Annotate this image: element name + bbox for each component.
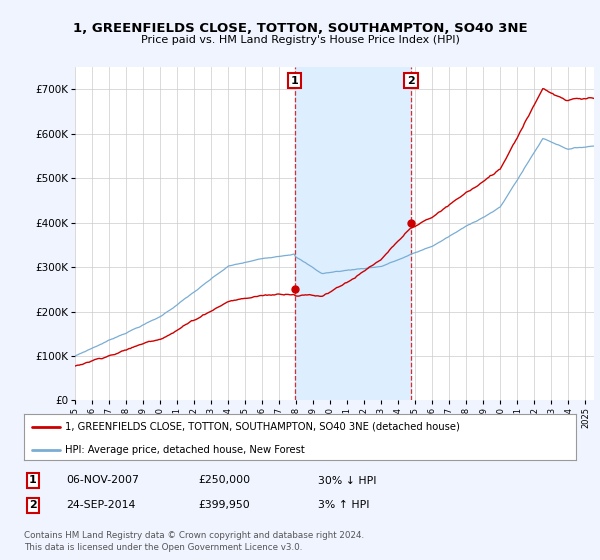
Text: 3% ↑ HPI: 3% ↑ HPI: [318, 500, 370, 510]
Text: 2: 2: [407, 76, 415, 86]
Bar: [295, 67, 411, 400]
Text: 1: 1: [29, 475, 37, 486]
Text: Contains HM Land Registry data © Crown copyright and database right 2024.: Contains HM Land Registry data © Crown c…: [24, 531, 364, 540]
Text: This data is licensed under the Open Government Licence v3.0.: This data is licensed under the Open Gov…: [24, 543, 302, 552]
Text: HPI: Average price, detached house, New Forest: HPI: Average price, detached house, New …: [65, 445, 305, 455]
Text: 06-NOV-2007: 06-NOV-2007: [66, 475, 139, 486]
Text: 30% ↓ HPI: 30% ↓ HPI: [318, 475, 377, 486]
Text: 2: 2: [29, 500, 37, 510]
Text: 1, GREENFIELDS CLOSE, TOTTON, SOUTHAMPTON, SO40 3NE: 1, GREENFIELDS CLOSE, TOTTON, SOUTHAMPTO…: [73, 22, 527, 35]
Text: £250,000: £250,000: [198, 475, 250, 486]
Text: 24-SEP-2014: 24-SEP-2014: [66, 500, 136, 510]
Text: 1: 1: [291, 76, 299, 86]
Text: Price paid vs. HM Land Registry's House Price Index (HPI): Price paid vs. HM Land Registry's House …: [140, 35, 460, 45]
Text: 1, GREENFIELDS CLOSE, TOTTON, SOUTHAMPTON, SO40 3NE (detached house): 1, GREENFIELDS CLOSE, TOTTON, SOUTHAMPTO…: [65, 422, 460, 432]
Text: £399,950: £399,950: [198, 500, 250, 510]
